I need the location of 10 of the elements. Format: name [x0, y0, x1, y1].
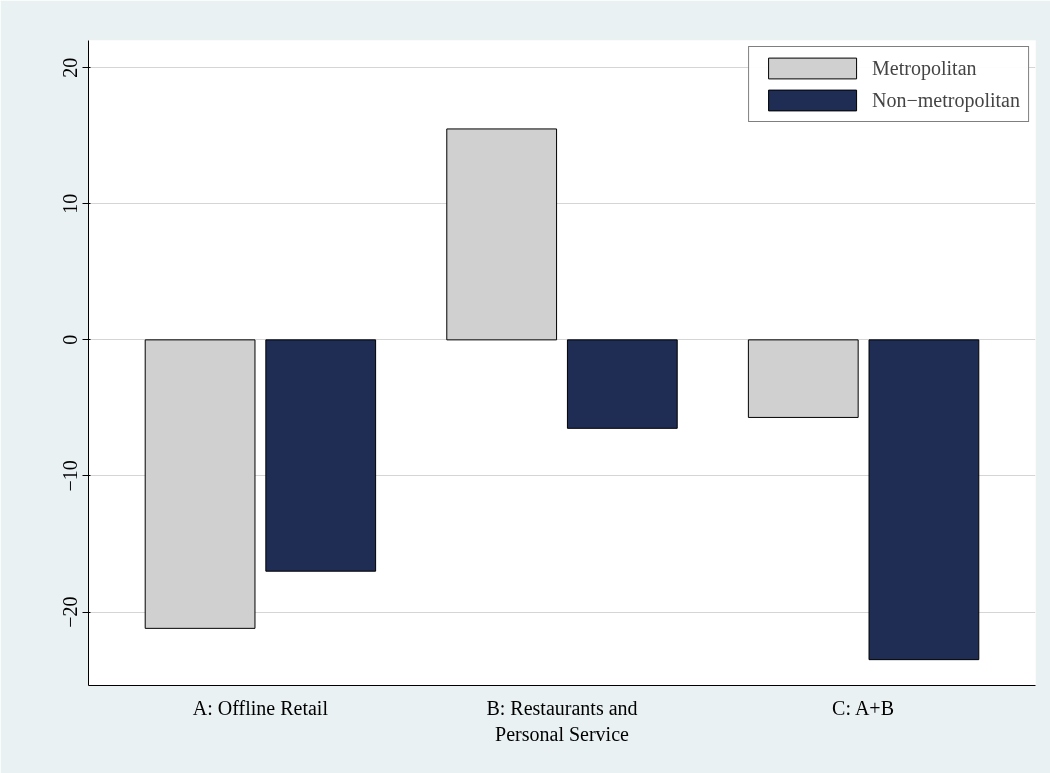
x-tick-label: B: Restaurants and Personal Service	[486, 696, 638, 745]
y-tick-label: −10	[59, 460, 82, 492]
y-tick-label: −20	[59, 596, 82, 628]
x-tick-label: C: A+B	[832, 696, 894, 719]
y-tick-label: 20	[59, 57, 82, 78]
x-tick-label: A: Offline Retail	[192, 696, 329, 719]
legend-label: Non−metropolitan	[872, 88, 1020, 112]
legend-label: Metropolitan	[872, 56, 977, 80]
y-tick-label: 0	[59, 334, 82, 345]
y-tick-label: 10	[59, 193, 82, 214]
